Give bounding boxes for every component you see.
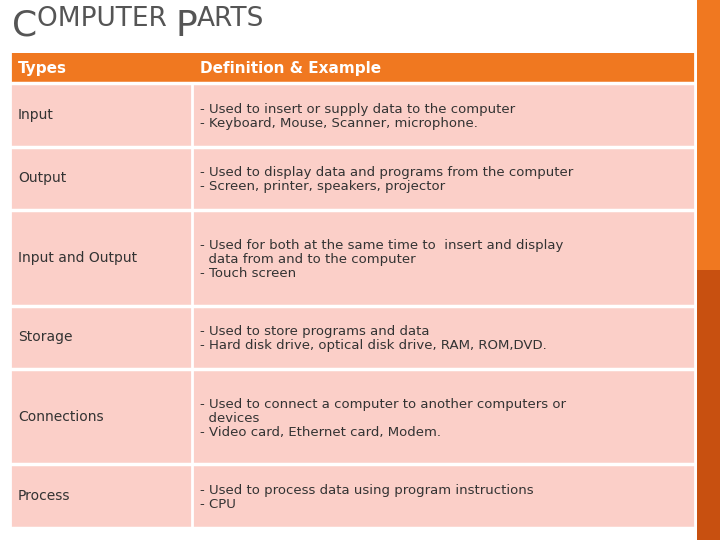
Text: Input and Output: Input and Output xyxy=(18,251,137,265)
Bar xyxy=(697,270,720,540)
Text: - Touch screen: - Touch screen xyxy=(199,267,296,280)
Text: Output: Output xyxy=(18,171,66,185)
Text: Storage: Storage xyxy=(18,330,73,345)
Text: - Screen, printer, speakers, projector: - Screen, printer, speakers, projector xyxy=(199,180,445,193)
Text: Definition & Example: Definition & Example xyxy=(199,60,381,76)
Text: - CPU: - CPU xyxy=(199,498,235,511)
Bar xyxy=(10,210,695,306)
Text: - Used to insert or supply data to the computer: - Used to insert or supply data to the c… xyxy=(199,103,515,116)
Text: devices: devices xyxy=(199,411,259,425)
Text: data from and to the computer: data from and to the computer xyxy=(199,253,415,266)
Text: P: P xyxy=(176,9,197,43)
Bar xyxy=(10,53,695,83)
Bar xyxy=(10,464,695,528)
Text: - Used to display data and programs from the computer: - Used to display data and programs from… xyxy=(199,166,573,179)
Text: C: C xyxy=(12,9,37,43)
Bar xyxy=(10,83,695,146)
Text: - Used to connect a computer to another computers or: - Used to connect a computer to another … xyxy=(199,398,565,411)
Text: Connections: Connections xyxy=(18,410,104,424)
Text: - Hard disk drive, optical disk drive, RAM, ROM,DVD.: - Hard disk drive, optical disk drive, R… xyxy=(199,339,546,352)
Text: - Video card, Ethernet card, Modem.: - Video card, Ethernet card, Modem. xyxy=(199,426,441,438)
Text: ARTS: ARTS xyxy=(197,6,265,32)
Text: Process: Process xyxy=(18,489,71,503)
Text: - Used for both at the same time to  insert and display: - Used for both at the same time to inse… xyxy=(199,239,563,252)
Text: - Used to process data using program instructions: - Used to process data using program ins… xyxy=(199,484,533,497)
Bar xyxy=(697,0,720,270)
Bar xyxy=(10,306,695,369)
Text: - Keyboard, Mouse, Scanner, microphone.: - Keyboard, Mouse, Scanner, microphone. xyxy=(199,117,477,130)
Text: Types: Types xyxy=(18,60,67,76)
Text: OMPUTER: OMPUTER xyxy=(37,6,176,32)
Bar xyxy=(10,146,695,210)
Text: Input: Input xyxy=(18,108,54,122)
Bar xyxy=(10,369,695,464)
Text: - Used to store programs and data: - Used to store programs and data xyxy=(199,325,429,338)
